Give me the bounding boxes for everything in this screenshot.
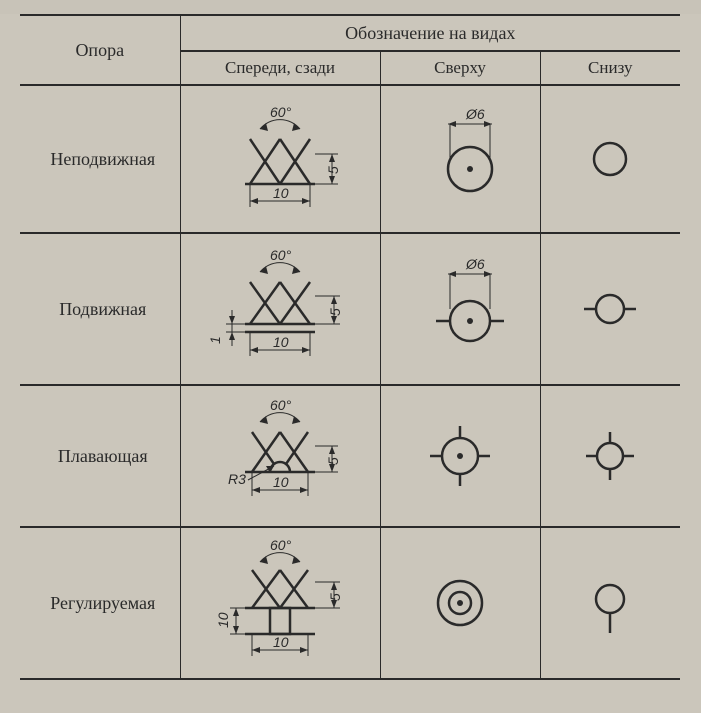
dim-angle: 60°: [270, 104, 292, 120]
col-header-front: Спереди, сзади: [180, 51, 380, 85]
adjustable-support-front-icon: 60° 10: [190, 528, 370, 678]
dim-phi6: Ø6: [465, 106, 485, 122]
row-label: Регулируемая: [20, 527, 180, 679]
cell-bottom: [540, 85, 680, 233]
dim-phi6: Ø6: [465, 256, 485, 272]
floating-support-bottom-icon: [560, 406, 660, 506]
dim-5: 5: [327, 308, 343, 316]
row-label: Подвижная: [20, 233, 180, 385]
cell-bottom: [540, 385, 680, 527]
floating-support-top-icon: [400, 396, 520, 516]
header-row-1: Опора Обозначение на видах: [20, 15, 680, 51]
fixed-support-top-icon: Ø6: [390, 89, 530, 229]
dim-angle: 60°: [270, 537, 292, 553]
col-header-bottom: Снизу: [540, 51, 680, 85]
adjustable-support-top-icon: [400, 543, 520, 663]
cell-top: [380, 527, 540, 679]
cell-front: 60° 10 5: [180, 233, 380, 385]
movable-support-top-icon: Ø6: [390, 239, 530, 379]
support-designation-table: Опора Обозначение на видах Спереди, сзад…: [20, 14, 680, 680]
table-row: Плавающая 60° R3: [20, 385, 680, 527]
dim-10: 10: [273, 334, 289, 350]
cell-top: Ø6: [380, 233, 540, 385]
dim-angle: 60°: [270, 247, 292, 263]
fixed-support-front-icon: 60° 10 5: [190, 89, 370, 229]
col-header-opora: Опора: [20, 15, 180, 85]
table-row: Регулируемая 60° 10: [20, 527, 680, 679]
dim-r3: R3: [228, 471, 246, 487]
fixed-support-bottom-icon: [560, 109, 660, 209]
dim-10: 10: [273, 474, 289, 490]
dim-10: 10: [273, 185, 289, 201]
cell-bottom: [540, 527, 680, 679]
dim-5: 5: [325, 457, 341, 465]
dim-10: 10: [273, 634, 289, 650]
row-label: Неподвижная: [20, 85, 180, 233]
cell-front: 60° 10 5: [180, 85, 380, 233]
col-header-designation: Обозначение на видах: [180, 15, 680, 51]
col-header-top: Сверху: [380, 51, 540, 85]
dim-10v: 10: [215, 612, 231, 628]
table-row: Подвижная 60° 10: [20, 233, 680, 385]
dim-5: 5: [327, 593, 343, 601]
movable-support-bottom-icon: [560, 259, 660, 359]
cell-top: [380, 385, 540, 527]
dim-angle: 60°: [270, 397, 292, 413]
table-row: Неподвижная 60° 10: [20, 85, 680, 233]
dim-1: 1: [207, 336, 223, 344]
movable-support-front-icon: 60° 10 5: [190, 234, 370, 384]
dim-5: 5: [325, 166, 341, 174]
row-label: Плавающая: [20, 385, 180, 527]
cell-front: 60° R3 10: [180, 385, 380, 527]
cell-bottom: [540, 233, 680, 385]
adjustable-support-bottom-icon: [560, 553, 660, 653]
floating-support-front-icon: 60° R3 10: [190, 388, 370, 524]
cell-front: 60° 10: [180, 527, 380, 679]
cell-top: Ø6: [380, 85, 540, 233]
